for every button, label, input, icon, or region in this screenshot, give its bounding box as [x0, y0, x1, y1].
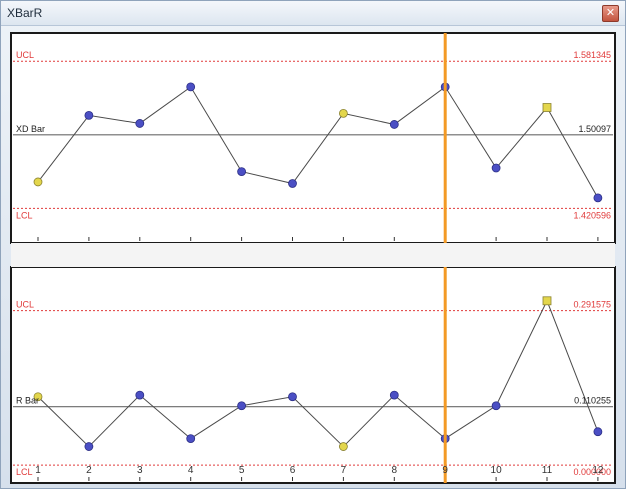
- data-point[interactable]: [135, 119, 145, 128]
- x-tick-label: 9: [442, 465, 448, 476]
- limit-lines: [13, 60, 613, 481]
- center-label: R Bar: [16, 396, 39, 406]
- ucl-value: 1.581345: [573, 50, 611, 60]
- center-value: 0.110255: [574, 396, 611, 406]
- xbar-chart-panel: [10, 32, 616, 244]
- range-chart-panel: [10, 266, 616, 484]
- data-point-flagged[interactable]: [542, 296, 552, 306]
- data-point[interactable]: [593, 193, 603, 203]
- data-point[interactable]: [288, 392, 297, 402]
- data-point-flagged[interactable]: [33, 177, 43, 187]
- data-point-flagged[interactable]: [338, 442, 348, 451]
- data-point[interactable]: [389, 390, 399, 400]
- chart-labels: UCL 1.581345 XD Bar 1.50097 LCL 1.420596 UCL 0.…: [16, 50, 611, 477]
- series-lines: [37, 86, 599, 448]
- window-title: XBarR: [7, 6, 43, 20]
- lcl-label: LCL: [16, 467, 33, 477]
- series-line: [37, 299, 599, 448]
- data-points: [33, 82, 603, 451]
- data-point[interactable]: [237, 167, 247, 177]
- x-tick-label: 12: [592, 465, 604, 476]
- center-label: XD Bar: [16, 124, 45, 134]
- data-point-flagged[interactable]: [33, 392, 43, 402]
- x-tick-label: 6: [290, 465, 296, 476]
- data-point[interactable]: [135, 390, 145, 400]
- close-glyph: ✕: [605, 7, 616, 19]
- data-point[interactable]: [491, 163, 501, 173]
- data-point-flagged[interactable]: [542, 103, 552, 112]
- data-point[interactable]: [593, 427, 603, 437]
- panel-separator: [11, 243, 615, 267]
- close-icon[interactable]: ✕: [602, 5, 619, 22]
- lcl-value: 1.420596: [573, 210, 611, 220]
- data-point[interactable]: [389, 120, 399, 129]
- ucl-label: UCL: [16, 300, 34, 310]
- x-tick-label: 2: [86, 465, 92, 476]
- data-point[interactable]: [84, 110, 94, 120]
- data-point[interactable]: [186, 82, 196, 92]
- lcl-label: LCL: [16, 210, 33, 220]
- x-tick-label: 4: [188, 465, 194, 476]
- x-tick-label: 3: [137, 465, 143, 476]
- data-point[interactable]: [84, 442, 94, 451]
- x-tick-label: 11: [542, 465, 553, 476]
- ucl-value: 0.291575: [573, 300, 611, 310]
- data-point[interactable]: [491, 401, 501, 411]
- x-tick-label: 5: [239, 465, 245, 476]
- data-point[interactable]: [288, 179, 297, 188]
- series-line: [37, 86, 599, 199]
- x-tick-label: 7: [341, 465, 347, 476]
- lcl-value: 0.000000: [573, 467, 611, 477]
- title-bar[interactable]: XBarR ✕: [1, 1, 625, 26]
- center-value: 1.50097: [578, 124, 611, 134]
- data-point-flagged[interactable]: [338, 108, 348, 118]
- ucl-label: UCL: [16, 50, 34, 60]
- data-point[interactable]: [186, 434, 196, 444]
- x-tick-label: 10: [491, 465, 503, 476]
- data-point[interactable]: [237, 401, 247, 411]
- x-tick-label: 8: [392, 465, 398, 476]
- x-tick-label: 1: [35, 465, 41, 476]
